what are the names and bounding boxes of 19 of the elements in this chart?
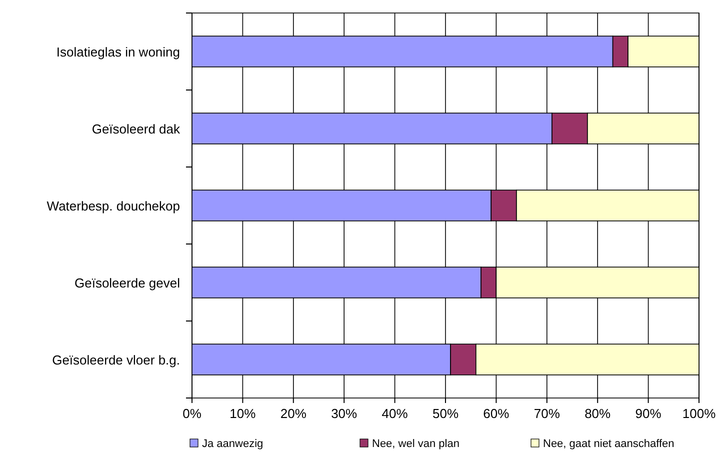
- x-tick-label: 80%: [584, 406, 612, 421]
- y-tick-label: Isolatieglas in woning: [56, 44, 180, 60]
- y-tick-label: Waterbesp. douchekop: [46, 198, 180, 214]
- x-tick-label: 0%: [182, 406, 202, 421]
- x-tick-label: 10%: [230, 406, 256, 421]
- x-tick-label: 70%: [534, 406, 560, 421]
- legend-label: Nee, gaat niet aanschaffen: [543, 438, 674, 450]
- x-tick-label: 40%: [382, 406, 408, 421]
- y-tick-label: Geïsoleerd dak: [92, 122, 180, 136]
- x-tick-label: 30%: [331, 406, 358, 421]
- x-tick-label: 20%: [280, 406, 307, 421]
- legend-label: Nee, wel van plan: [372, 438, 460, 450]
- legend-label: Ja aanwezig: [202, 438, 264, 450]
- x-tick-label: 100%: [682, 406, 716, 421]
- x-tick-label: 50%: [432, 406, 459, 421]
- x-tick-label: 60%: [483, 406, 510, 421]
- y-tick-label: Geïsoleerde gevel: [74, 276, 180, 290]
- y-tick-label: Geïsoleerde vloer b.g.: [52, 352, 180, 368]
- x-tick-label: 90%: [635, 406, 662, 421]
